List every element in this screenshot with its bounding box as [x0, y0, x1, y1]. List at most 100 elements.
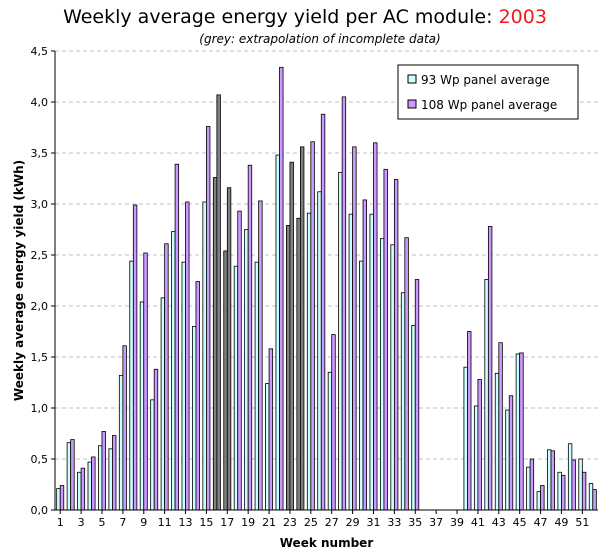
bar-week-4-series-2	[91, 456, 96, 511]
x-tick-label: 3	[78, 516, 85, 529]
bar-week-12-series-2	[174, 163, 180, 511]
x-tick-label: 23	[283, 516, 297, 529]
chart-subtitle: (grey: extrapolation of incomplete data)	[199, 32, 441, 46]
bar-week-2-series-1	[66, 442, 72, 511]
x-axis-title: Week number	[280, 536, 374, 550]
bar-week-50-series-1	[567, 443, 573, 511]
y-tick-label: 1,5	[31, 351, 49, 364]
bar-week-20-series-2	[258, 200, 263, 511]
bar-week-6-series-1	[108, 448, 113, 511]
x-tick-label: 45	[513, 516, 527, 529]
bar-week-42-series-1	[484, 279, 489, 511]
bar-week-16-series-1	[212, 177, 218, 511]
bar-week-42-series-2	[487, 226, 493, 511]
bar-week-48-series-2	[550, 450, 555, 511]
bar-week-34-series-1	[400, 292, 406, 511]
bar-week-5-series-1	[98, 445, 103, 511]
bar-week-10-series-1	[150, 399, 155, 511]
bar-week-20-series-1	[254, 261, 260, 511]
bar-week-32-series-2	[383, 168, 388, 511]
bar-week-1-series-1	[56, 488, 61, 511]
bar-week-33-series-2	[393, 179, 399, 511]
bar-week-8-series-1	[129, 260, 134, 511]
bar-week-7-series-2	[122, 345, 127, 511]
bar-week-52-series-2	[592, 489, 597, 511]
bar-week-35-series-2	[414, 279, 420, 511]
x-tick-label: 1	[57, 516, 64, 529]
chart-title-year: 2003	[498, 6, 547, 28]
bars-layer	[56, 66, 597, 511]
bar-week-2-series-2	[70, 439, 75, 511]
bar-week-46-series-2	[529, 458, 535, 511]
bar-week-3-series-2	[80, 467, 86, 511]
x-tick-label: 33	[387, 516, 401, 529]
bar-week-16-series-2	[216, 94, 221, 511]
bar-week-32-series-1	[379, 238, 385, 511]
bar-week-41-series-2	[477, 379, 482, 511]
bar-week-30-series-1	[359, 260, 364, 511]
x-tick-label: 49	[554, 516, 568, 529]
bar-week-9-series-2	[143, 252, 148, 511]
bar-week-24-series-1	[296, 217, 301, 511]
bar-week-24-series-2	[299, 146, 305, 511]
bar-week-18-series-2	[237, 210, 242, 511]
bar-week-29-series-2	[352, 146, 357, 511]
bar-week-40-series-1	[463, 366, 468, 511]
bar-week-23-series-1	[285, 225, 291, 511]
x-tick-label: 21	[262, 516, 276, 529]
bar-week-43-series-1	[494, 372, 500, 511]
bar-week-45-series-2	[519, 352, 524, 511]
legend-swatch-93wp	[407, 74, 417, 84]
bar-week-29-series-1	[348, 213, 354, 511]
bar-week-22-series-2	[279, 66, 284, 511]
bar-week-7-series-1	[118, 374, 124, 511]
chart-title-text: Weekly average energy yield per AC modul…	[63, 6, 499, 28]
bar-week-14-series-1	[192, 325, 197, 511]
legend: 93 Wp panel average 108 Wp panel average	[397, 64, 579, 120]
bar-week-44-series-1	[505, 409, 510, 511]
bar-week-13-series-2	[185, 201, 190, 511]
bar-week-28-series-1	[338, 171, 343, 511]
y-tick-label: 2,0	[31, 300, 49, 313]
bar-week-18-series-1	[233, 265, 239, 511]
y-tick-label: 2,5	[31, 249, 49, 262]
bar-week-1-series-2	[59, 485, 65, 511]
y-tick-label: 1,0	[31, 402, 49, 415]
x-tick-label: 17	[220, 516, 234, 529]
bar-week-3-series-1	[77, 471, 82, 511]
bar-week-35-series-1	[411, 324, 416, 511]
bar-week-5-series-2	[101, 431, 106, 511]
bar-week-40-series-2	[467, 331, 472, 511]
y-tick-label: 4,0	[31, 96, 49, 109]
bar-week-19-series-2	[247, 164, 253, 511]
bar-week-22-series-1	[275, 154, 280, 511]
x-tick-label: 37	[429, 516, 443, 529]
bar-week-23-series-2	[289, 161, 294, 511]
legend-label-93wp: 93 Wp panel average	[421, 73, 550, 87]
x-tick-label: 31	[366, 516, 380, 529]
x-tick-label: 25	[304, 516, 318, 529]
bar-week-31-series-2	[373, 142, 378, 511]
x-tick-label: 29	[346, 516, 360, 529]
ticks-layer: 0,00,51,01,52,02,53,03,54,04,51 3 5 7 9 11 13 1…	[31, 45, 590, 529]
bar-week-49-series-2	[561, 474, 566, 511]
bar-week-8-series-2	[132, 204, 138, 511]
bar-week-12-series-1	[171, 231, 176, 511]
bar-week-50-series-2	[571, 459, 576, 511]
y-tick-label: 3,5	[31, 147, 49, 160]
x-tick-label: 51	[575, 516, 589, 529]
bar-week-17-series-1	[223, 250, 228, 511]
x-tick-label: 35	[408, 516, 422, 529]
bar-week-31-series-1	[369, 213, 374, 511]
bar-week-45-series-1	[515, 353, 521, 511]
bar-week-44-series-2	[508, 395, 514, 511]
bar-week-15-series-1	[202, 201, 207, 511]
y-tick-label: 4,5	[31, 45, 49, 58]
legend-label-108wp: 108 Wp panel average	[421, 98, 557, 112]
bar-week-19-series-1	[244, 229, 249, 511]
y-tick-label: 0,0	[31, 504, 49, 517]
bar-week-4-series-1	[87, 461, 92, 511]
bar-week-27-series-1	[327, 371, 333, 511]
axes-layer	[54, 51, 598, 511]
